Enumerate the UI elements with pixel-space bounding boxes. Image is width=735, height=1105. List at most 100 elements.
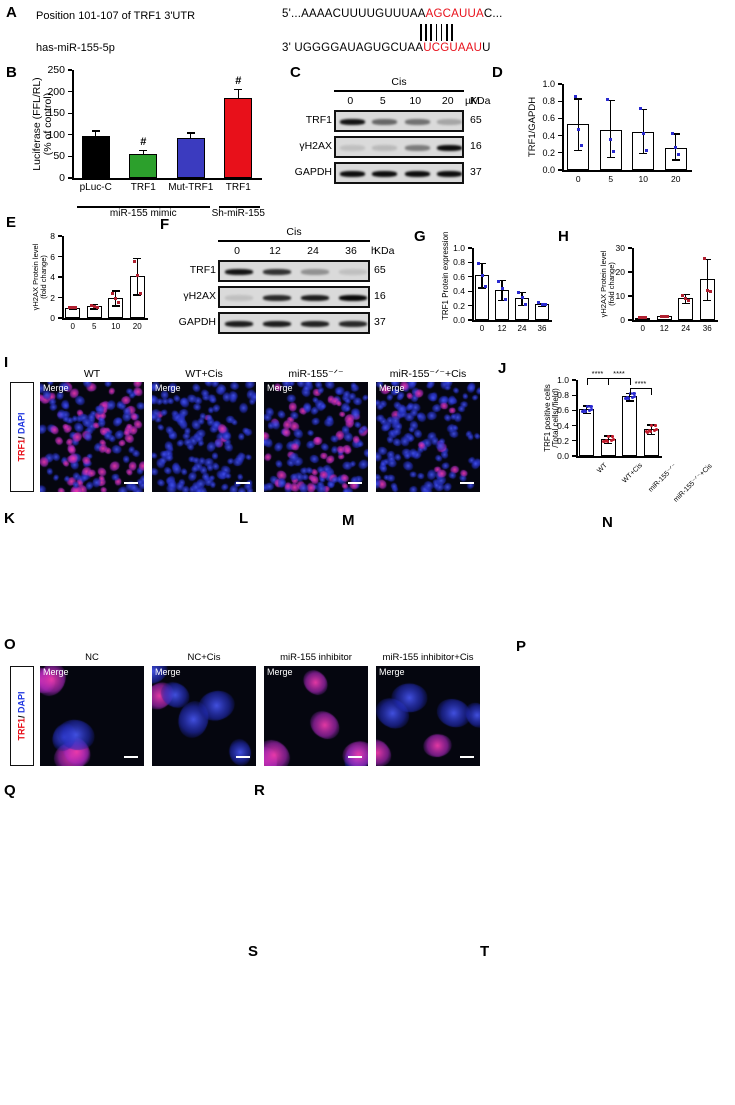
panel-a-position-label: Position 101-107 of TRF1 3'UTR: [36, 10, 196, 22]
band: [372, 171, 398, 177]
y-tick-label: 0: [620, 315, 625, 325]
x-tick-label: 5: [608, 174, 614, 184]
error-bar-up: [577, 98, 579, 124]
micro-canvas: [40, 382, 144, 492]
merge-tag: Merge: [379, 383, 405, 393]
lane-label-2: 10: [409, 95, 422, 107]
data-point: [647, 428, 651, 432]
y-tick-label: 0.6: [453, 271, 465, 282]
band: [437, 145, 462, 151]
group-label-mimic: miR-155 mimic: [109, 208, 177, 219]
y-tick-label: 1.0: [453, 243, 465, 253]
y-tick-label: 150: [47, 107, 65, 120]
band: [404, 119, 430, 125]
data-point: [645, 429, 649, 433]
panel-a-mirna-sequence: 3' UGGGGAUAGUGCUAAUCGUAAUU: [282, 42, 491, 54]
legend-dapi: DAPI: [17, 691, 27, 713]
error-cap-dn: [538, 305, 546, 307]
y-tick-label: 0.2: [542, 147, 555, 158]
data-point: [583, 408, 586, 412]
panel-m: M: [340, 508, 600, 630]
kda-TRF1: 65: [374, 264, 386, 276]
error-bar-up: [142, 149, 144, 155]
data-point: [611, 434, 615, 438]
blot-row-GAPDH: [334, 162, 464, 184]
panel-h-letter: H: [558, 228, 569, 245]
micro-canvas: [152, 382, 256, 492]
sig-text: ****: [591, 369, 604, 379]
y-tick-label: 8: [50, 231, 55, 241]
scale-bar: [460, 756, 474, 758]
error-bar-up: [190, 132, 192, 138]
data-point: [497, 279, 501, 283]
data-point: [638, 316, 642, 320]
seq-top-prefix: 5'...AAAACUUUUGUUUAA: [282, 8, 426, 20]
data-point: [579, 144, 583, 148]
y-tick: [558, 83, 562, 85]
panel-f-letter: F: [160, 216, 170, 233]
error-cap-up: [90, 303, 99, 306]
error-cap-up: [606, 99, 615, 102]
error-bar-up: [706, 258, 708, 280]
data-point: [68, 306, 72, 310]
panel-l-chart: [281, 526, 335, 594]
micro-image-2: Merge: [264, 382, 368, 492]
x-tick-label: 12: [659, 324, 669, 333]
panel-j-chart: 0.0 0.2 0.4 0.6 0.8 1.0 TRF1 positive cells/To…: [543, 369, 714, 503]
y-tick-label: 50: [53, 150, 65, 163]
x-tick-label: 20: [132, 322, 142, 331]
data-point: [638, 107, 642, 111]
data-point: [480, 273, 484, 277]
panel-o: O TRF1/ DAPI NC Merge NC+Cis Merge miR-155 in…: [0, 632, 495, 777]
band: [262, 321, 292, 327]
x-tick-label: 0: [640, 324, 645, 333]
micro-image-0: Merge: [40, 666, 144, 766]
group-underline-mimic: [76, 206, 210, 208]
base-pair-bar: [445, 24, 448, 41]
panel-o-letter: O: [4, 636, 16, 653]
micro-canvas: [264, 382, 368, 492]
micro-image-3: Merge: [376, 666, 480, 766]
panel-b-chart: 0 50 100 150 200 250 Luciferase (FFL/RL) (% of …: [31, 64, 265, 219]
seq-top-suffix: C...: [483, 8, 503, 20]
y-tick-label: 0.8: [542, 96, 555, 107]
y-tick-label: 0.8: [453, 257, 465, 268]
legend-sep: /: [17, 434, 27, 440]
y-tick: [468, 247, 472, 249]
panel-k-blot: [0, 508, 205, 630]
sig-bracket: [629, 387, 652, 389]
y-tick: [68, 112, 72, 114]
error-cap-up: [639, 108, 648, 111]
error-cap-dn: [647, 433, 656, 435]
data-point: [606, 97, 610, 101]
sig-bracket-l: [586, 378, 588, 386]
data-point: [650, 423, 654, 427]
band: [224, 269, 254, 275]
y-axis-title: TRF1/GAPDH: [527, 96, 538, 158]
error-bar-dn: [136, 275, 138, 295]
y-tick: [58, 317, 62, 319]
y-tick: [572, 440, 576, 442]
y-axis: [62, 236, 64, 318]
data-point: [623, 396, 627, 400]
error-cap-up: [671, 133, 680, 135]
x-tick-label: 24: [517, 324, 527, 333]
scale-bar: [460, 482, 474, 484]
y-tick-label: 1.0: [542, 79, 555, 89]
data-point: [589, 404, 593, 408]
seq-bot-suffix: U: [482, 42, 491, 54]
channel-legend-box: TRF1/ DAPI: [10, 666, 34, 766]
band: [338, 321, 368, 327]
micro-canvas: [376, 666, 480, 766]
band: [372, 119, 398, 125]
panel-r-blot: [248, 778, 735, 908]
y-tick-label: 0: [50, 313, 55, 323]
error-cap-dn: [671, 159, 680, 161]
panel-s: S: [248, 905, 478, 1105]
x-tick-label: 0: [575, 174, 581, 184]
data-point: [631, 395, 635, 399]
legend-sep: /: [17, 713, 27, 719]
merge-tag: Merge: [43, 667, 69, 677]
x-tick-label: TRF1: [130, 182, 156, 193]
x-tick-label: 10: [111, 322, 121, 331]
